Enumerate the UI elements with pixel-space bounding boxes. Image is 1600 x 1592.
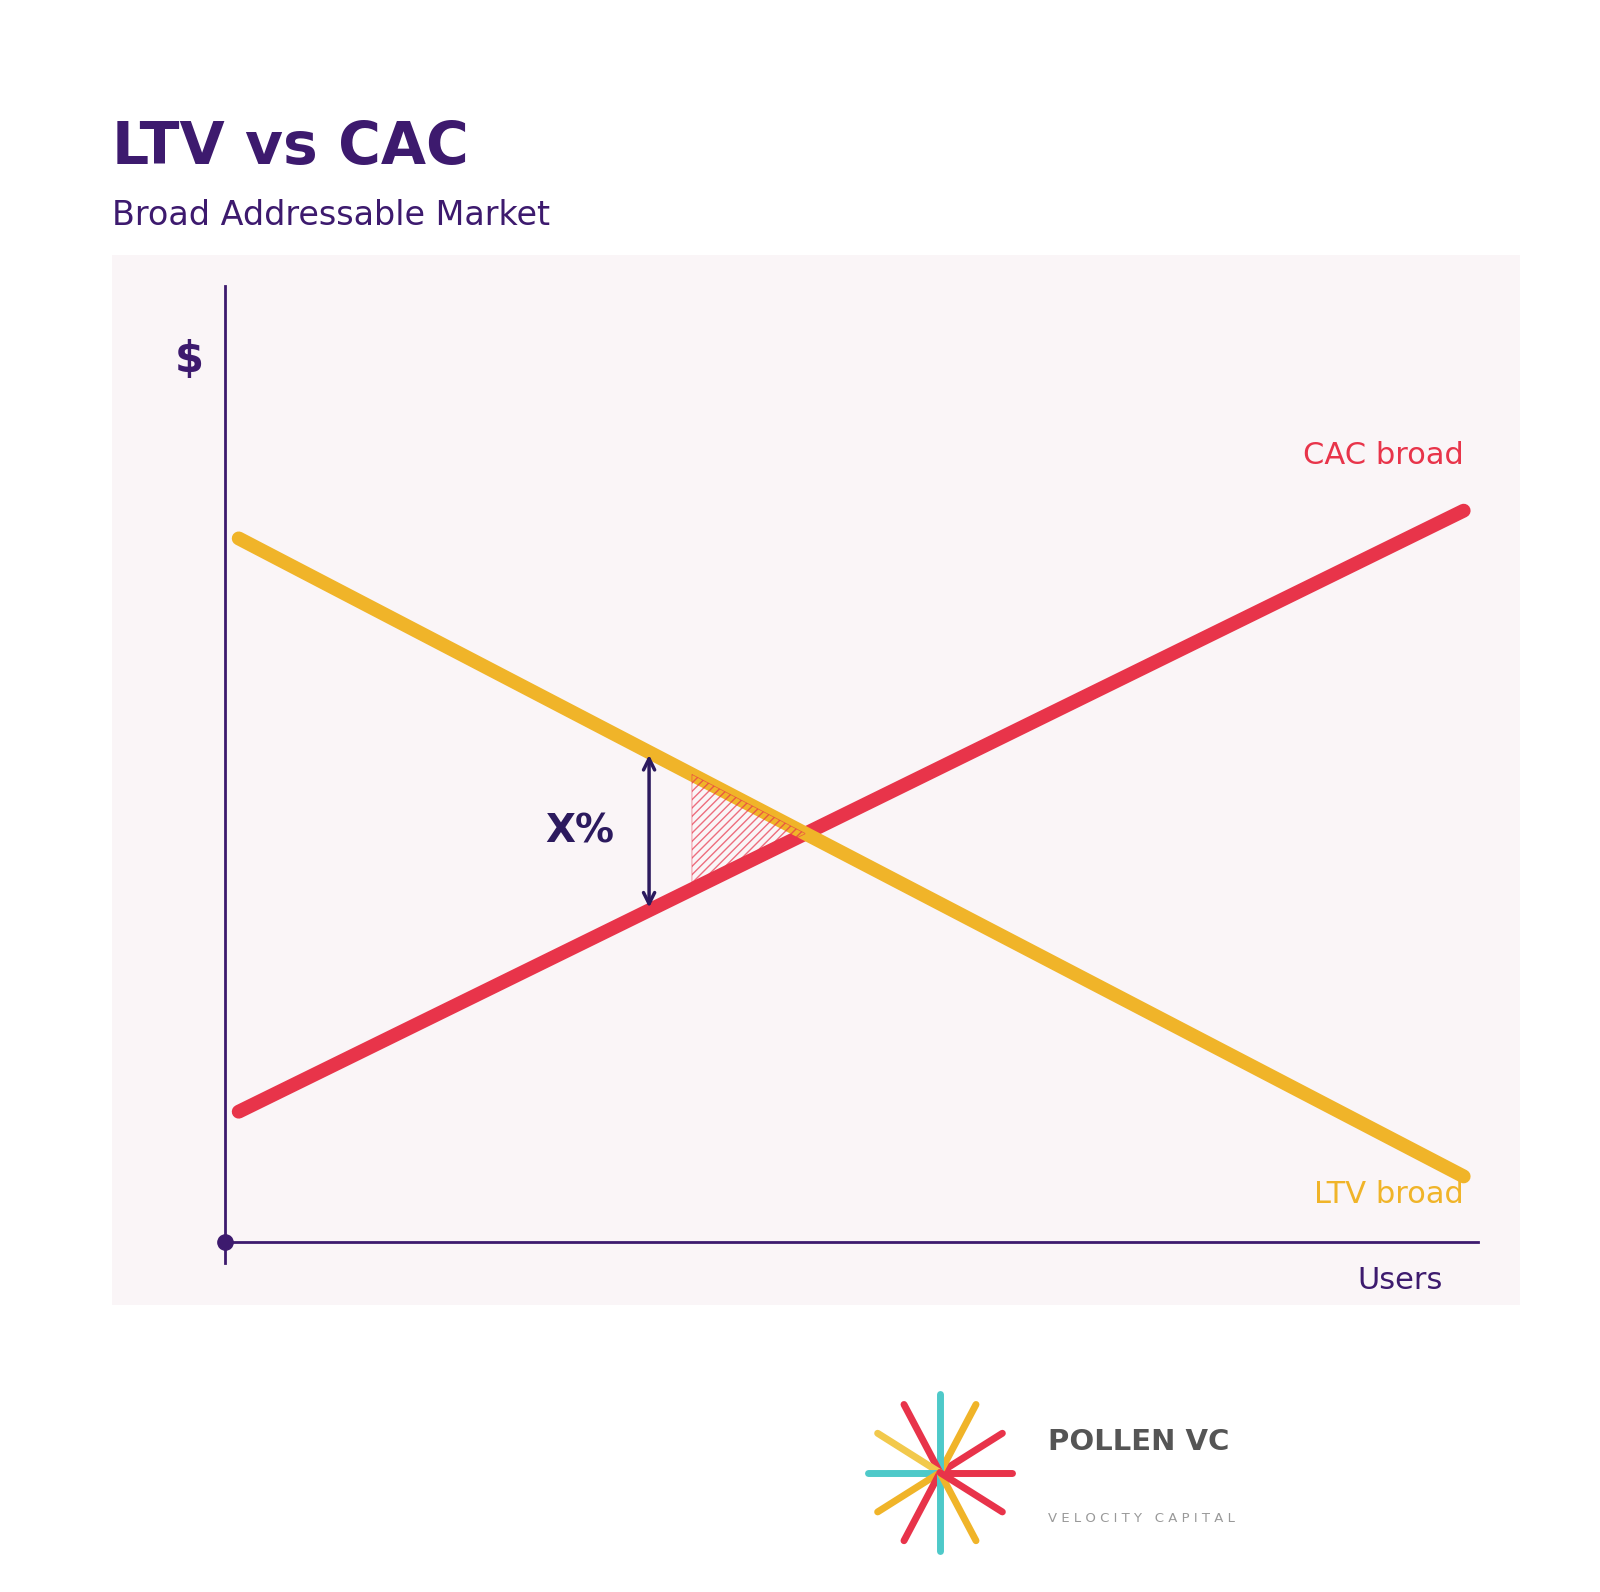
Text: LTV broad: LTV broad xyxy=(1314,1180,1464,1210)
Text: Broad Addressable Market: Broad Addressable Market xyxy=(112,199,550,232)
Text: X%: X% xyxy=(546,812,614,850)
Text: $: $ xyxy=(174,339,203,380)
Text: CAC broad: CAC broad xyxy=(1302,441,1464,470)
Text: Users: Users xyxy=(1357,1266,1443,1294)
Text: LTV vs CAC: LTV vs CAC xyxy=(112,119,469,177)
Text: POLLEN VC: POLLEN VC xyxy=(1048,1428,1229,1455)
Text: V E L O C I T Y   C A P I T A L: V E L O C I T Y C A P I T A L xyxy=(1048,1512,1235,1525)
